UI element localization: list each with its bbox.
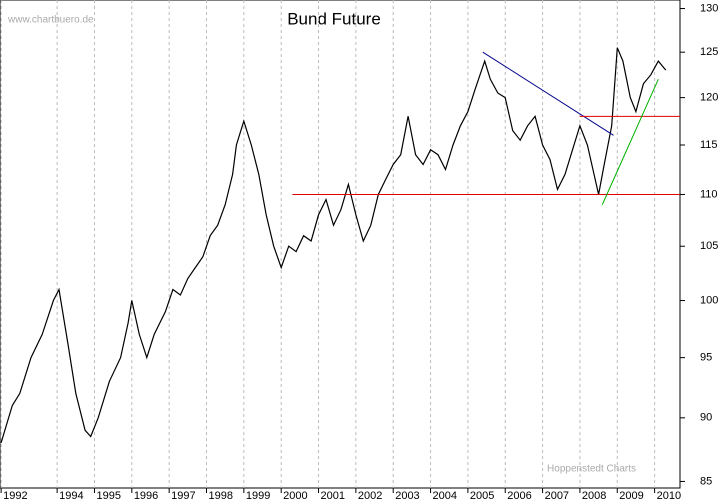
x-tick-label: 2006 [507, 490, 531, 502]
x-tick-label: 2003 [395, 490, 419, 502]
x-tick-label: 2007 [545, 490, 569, 502]
x-tick-label: 1992 [3, 490, 27, 502]
y-tick-label: 95 [700, 352, 712, 364]
x-tick-label: 2005 [470, 490, 494, 502]
y-tick-label: 105 [700, 240, 718, 252]
x-tick-label: 2004 [433, 490, 457, 502]
plot-frame [0, 0, 681, 489]
y-tick-label: 130 [700, 2, 718, 14]
x-tick-label: 1997 [171, 490, 195, 502]
x-tick-label: 2002 [358, 490, 382, 502]
x-tick-label: 2000 [283, 490, 307, 502]
y-tick-label: 110 [700, 188, 718, 200]
x-tick-label: 2009 [619, 490, 643, 502]
x-tick-label: 1995 [96, 490, 120, 502]
x-tick-label: 2008 [582, 490, 606, 502]
y-tick-label: 115 [700, 139, 718, 151]
x-tick-label: 1994 [59, 490, 83, 502]
y-tick-label: 120 [700, 92, 718, 104]
y-tick-label: 125 [700, 46, 718, 58]
trendline [482, 51, 614, 136]
x-tick-label: 2010 [657, 490, 681, 502]
x-tick-label: 1998 [209, 490, 233, 502]
credit: Hoppenstedt Charts [547, 464, 636, 475]
x-tick-label: 2001 [321, 490, 345, 502]
y-tick-label: 100 [700, 294, 718, 306]
y-tick-label: 90 [700, 412, 712, 424]
trendline [601, 79, 659, 205]
x-tick-label: 1999 [246, 490, 270, 502]
y-tick-label: 85 [700, 475, 712, 487]
chart-title: Bund Future [287, 9, 381, 28]
x-tick-label: 1996 [134, 490, 158, 502]
source: www.chartbuero.de [7, 15, 94, 26]
price-line [0, 47, 667, 443]
